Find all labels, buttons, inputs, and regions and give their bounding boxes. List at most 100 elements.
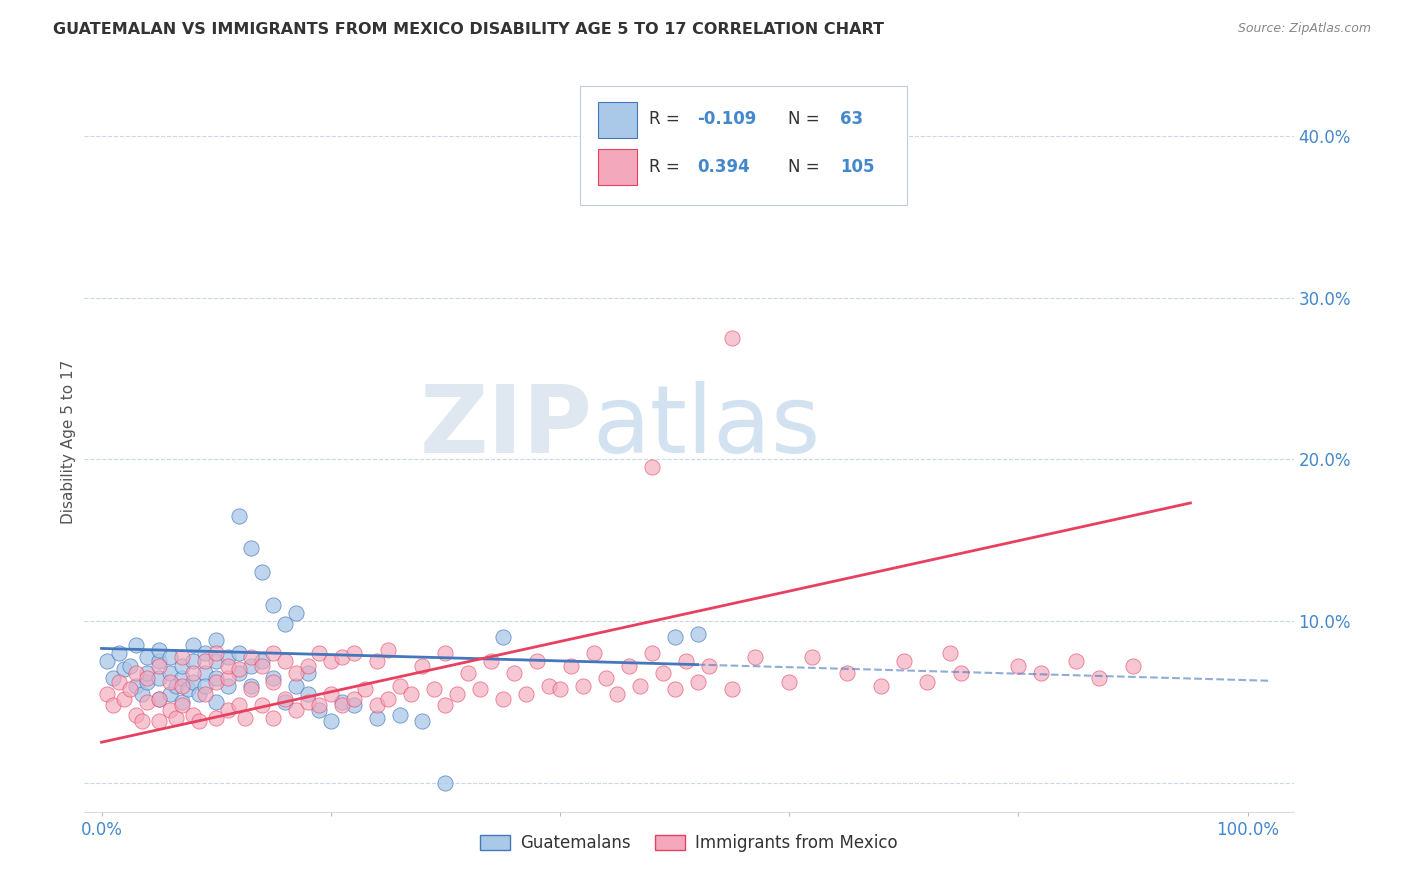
Point [263, 646, 285, 660]
Point [148, 643, 170, 657]
Point [125, 665, 148, 680]
Point [308, 646, 330, 660]
Point [194, 665, 217, 680]
Point [263, 711, 285, 725]
Point [250, 659, 273, 673]
Text: N =: N = [789, 158, 825, 176]
Point [120, 659, 142, 673]
Point [159, 687, 181, 701]
Point [239, 679, 262, 693]
Point [159, 675, 181, 690]
Point [170, 649, 193, 664]
Point [330, 698, 353, 712]
Point [101, 671, 124, 685]
Point [205, 695, 228, 709]
Point [411, 714, 433, 729]
Point [228, 665, 250, 680]
Text: 0.394: 0.394 [697, 158, 751, 176]
Point [120, 681, 142, 696]
Point [274, 654, 297, 668]
Point [170, 671, 193, 685]
Point [114, 691, 136, 706]
Point [366, 654, 388, 668]
Point [503, 665, 526, 680]
Point [205, 654, 228, 668]
Point [136, 675, 159, 690]
Point [423, 681, 446, 696]
Point [96, 687, 118, 701]
Point [297, 687, 319, 701]
Point [1064, 654, 1087, 668]
Point [176, 681, 198, 696]
Point [583, 646, 606, 660]
Point [492, 691, 515, 706]
Point [366, 711, 388, 725]
Point [479, 654, 502, 668]
Point [165, 679, 187, 693]
Point [217, 679, 239, 693]
Point [228, 663, 250, 677]
FancyBboxPatch shape [599, 103, 637, 138]
Point [595, 671, 617, 685]
Point [96, 654, 118, 668]
Point [330, 649, 353, 664]
Point [572, 679, 595, 693]
FancyBboxPatch shape [581, 87, 907, 204]
Point [515, 687, 537, 701]
Point [388, 707, 411, 722]
Point [170, 698, 193, 712]
Point [181, 638, 204, 652]
Point [148, 691, 170, 706]
Point [188, 687, 211, 701]
Point [228, 508, 250, 523]
Point [664, 681, 686, 696]
Point [148, 714, 170, 729]
Point [893, 654, 915, 668]
Point [217, 703, 239, 717]
Point [870, 679, 893, 693]
Point [721, 681, 744, 696]
Point [125, 707, 148, 722]
Point [434, 775, 457, 789]
Point [194, 654, 217, 668]
Point [131, 714, 153, 729]
Point [181, 654, 204, 668]
Point [537, 679, 560, 693]
Point [205, 675, 228, 690]
Point [274, 617, 297, 632]
Point [686, 627, 709, 641]
Point [308, 703, 330, 717]
Y-axis label: Disability Age 5 to 17: Disability Age 5 to 17 [60, 359, 76, 524]
Point [778, 675, 800, 690]
Point [319, 687, 342, 701]
Point [354, 681, 377, 696]
Point [343, 691, 366, 706]
Point [159, 649, 181, 664]
Point [125, 679, 148, 693]
Point [343, 646, 366, 660]
Point [492, 630, 515, 644]
Point [228, 646, 250, 660]
Point [548, 681, 571, 696]
Point [263, 671, 285, 685]
Point [675, 654, 697, 668]
Point [560, 659, 582, 673]
Text: R =: R = [650, 158, 685, 176]
FancyBboxPatch shape [599, 149, 637, 185]
Point [239, 659, 262, 673]
Point [217, 671, 239, 685]
Point [457, 665, 479, 680]
Point [194, 687, 217, 701]
Text: R =: R = [650, 110, 685, 128]
Point [411, 659, 433, 673]
Text: ZIP: ZIP [419, 381, 592, 473]
Point [205, 633, 228, 648]
Point [205, 711, 228, 725]
Point [274, 695, 297, 709]
Point [1122, 659, 1144, 673]
Point [1087, 671, 1109, 685]
Point [606, 687, 628, 701]
Point [285, 665, 308, 680]
Point [170, 659, 193, 673]
Legend: Guatemalans, Immigrants from Mexico: Guatemalans, Immigrants from Mexico [474, 828, 904, 859]
